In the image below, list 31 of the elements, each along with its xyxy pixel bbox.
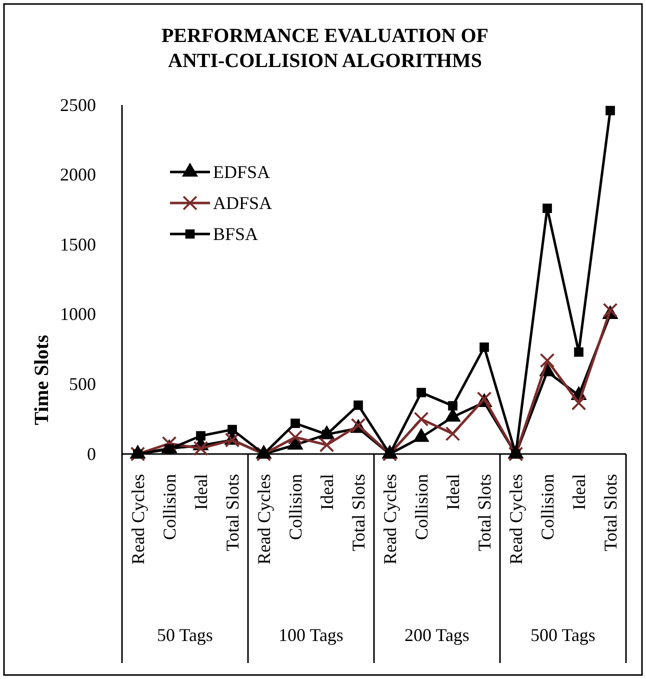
x-tick-label: Total Slots	[600, 474, 620, 552]
x-tick-label: Total Slots	[474, 474, 494, 552]
x-tick-label: Total Slots	[222, 474, 242, 552]
y-tick-label: 500	[69, 374, 96, 394]
text: 200 Tags	[404, 625, 470, 645]
x-tick-label: Collision	[537, 474, 558, 540]
y-tick-label: 1500	[60, 234, 96, 254]
x-tick-label: Ideal	[190, 474, 211, 510]
chart-title: PERFORMANCE EVALUATION OF ANTI-COLLISION ALGORITHMS	[161, 25, 489, 72]
y-tick-label: 0	[87, 444, 96, 464]
x-tick-label: Collision	[285, 474, 306, 540]
x-tick-label: Read Cycles	[128, 474, 148, 564]
x-tick-label: Ideal	[568, 474, 589, 510]
x-tick-label: Ideal	[442, 474, 463, 510]
text: 50 Tags	[157, 625, 213, 645]
x-tick-label: Read Cycles	[380, 474, 400, 564]
x-tick-label: Collision	[411, 474, 432, 540]
y-tick-label: 2500	[60, 94, 96, 115]
legend-label: EDFSA	[213, 162, 270, 182]
text: 500 Tags	[530, 625, 596, 645]
x-tick-label: Collision	[159, 474, 180, 540]
y-tick-label: 2000	[60, 164, 96, 185]
legend-label: ADFSA	[213, 193, 272, 213]
x-tick-label: Read Cycles	[506, 474, 526, 564]
text: 100 Tags	[278, 625, 344, 645]
x-tick-label: Total Slots	[348, 474, 368, 552]
x-tick-label: Read Cycles	[254, 474, 274, 564]
legend-label: BFSA	[213, 224, 258, 244]
y-tick-label: 1000	[60, 304, 96, 324]
y-axis-title: Time Slots	[31, 334, 53, 426]
x-tick-label: Ideal	[316, 474, 337, 510]
